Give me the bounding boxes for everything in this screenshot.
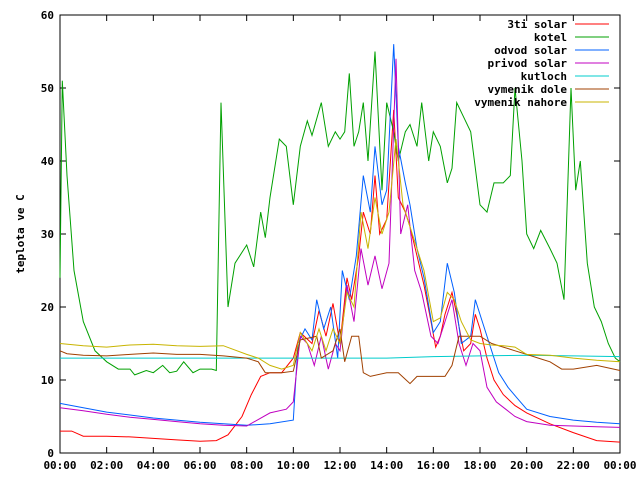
x-tick-label: 22:00 <box>557 459 590 472</box>
series-line-kotel <box>59 51 621 376</box>
y-tick-label: 20 <box>41 301 54 314</box>
x-tick-label: 16:00 <box>417 459 450 472</box>
series-line-odvod-solar <box>59 44 621 426</box>
series-line-privod-solar <box>59 58 621 428</box>
legend-label: vymenik dole <box>488 83 568 96</box>
x-tick-label: 14:00 <box>370 459 403 472</box>
legend-label: 3ti solar <box>507 18 567 31</box>
x-tick-label: 06:00 <box>183 459 216 472</box>
legend-label: odvod solar <box>494 44 567 57</box>
x-tick-label: 00:00 <box>43 459 76 472</box>
y-tick-label: 30 <box>41 228 54 241</box>
x-tick-label: 00:00 <box>603 459 636 472</box>
y-tick-label: 60 <box>41 9 54 22</box>
y-tick-label: 0 <box>47 447 54 460</box>
series-line-vymenik-nahore <box>59 139 621 370</box>
x-tick-label: 10:00 <box>277 459 310 472</box>
x-tick-label: 04:00 <box>137 459 170 472</box>
legend-label: kotel <box>534 31 567 44</box>
series-line-kutloch <box>60 354 621 359</box>
x-tick-label: 12:00 <box>323 459 356 472</box>
y-axis-label: teplota ve C <box>14 194 27 273</box>
x-tick-label: 18:00 <box>463 459 496 472</box>
legend-label: vymenik nahore <box>474 96 567 109</box>
x-tick-label: 08:00 <box>230 459 263 472</box>
y-tick-label: 50 <box>41 82 54 95</box>
series-lines <box>59 44 621 443</box>
legend-label: kutloch <box>521 70 567 83</box>
x-tick-label: 02:00 <box>90 459 123 472</box>
legend-label: privod solar <box>488 57 568 70</box>
axis-ticks: 0 10 20 30 40 50 60 00:00 02:00 04:00 06:00 08:00 10… <box>41 9 637 472</box>
x-tick-label: 20:00 <box>510 459 543 472</box>
series-line-3ti-solar <box>60 109 621 443</box>
y-tick-label: 10 <box>41 374 54 387</box>
series-line-vymenik-dole <box>59 328 621 385</box>
y-tick-label: 40 <box>41 155 54 168</box>
